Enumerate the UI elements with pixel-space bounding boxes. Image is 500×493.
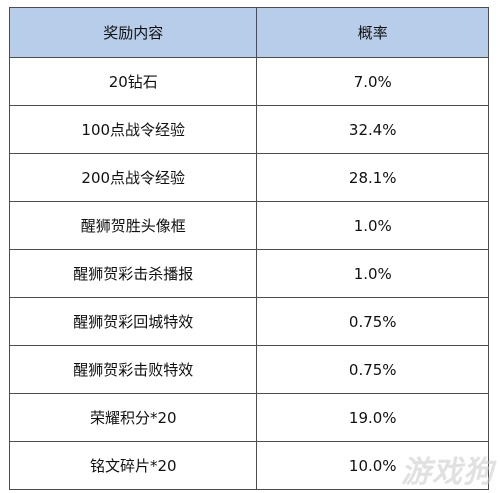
probability-cell: 32.4% [257, 106, 489, 154]
reward-cell: 醒狮贺彩回城特效 [10, 298, 258, 346]
probability-cell: 28.1% [257, 154, 489, 202]
table-row: 荣耀积分*20 19.0% [10, 394, 489, 442]
probability-cell: 19.0% [257, 394, 489, 442]
reward-probability-table: 奖励内容 概率 20钻石 7.0% 100点战令经验 32.4% 200点战令经… [9, 7, 489, 490]
reward-cell: 醒狮贺胜头像框 [10, 202, 258, 250]
probability-cell: 0.75% [257, 298, 489, 346]
reward-cell: 荣耀积分*20 [10, 394, 258, 442]
probability-cell: 1.0% [257, 250, 489, 298]
table-row: 200点战令经验 28.1% [10, 154, 489, 202]
table-row: 醒狮贺彩击败特效 0.75% [10, 346, 489, 394]
table-row: 醒狮贺彩回城特效 0.75% [10, 298, 489, 346]
table-row: 20钻石 7.0% [10, 58, 489, 106]
reward-cell: 醒狮贺彩击败特效 [10, 346, 258, 394]
header-reward-content: 奖励内容 [10, 8, 258, 58]
probability-cell: 0.75% [257, 346, 489, 394]
probability-cell: 1.0% [257, 202, 489, 250]
header-probability: 概率 [257, 8, 489, 58]
table-row: 100点战令经验 32.4% [10, 106, 489, 154]
reward-cell: 20钻石 [10, 58, 258, 106]
table-row: 铭文碎片*20 10.0% [10, 442, 489, 490]
reward-cell: 100点战令经验 [10, 106, 258, 154]
reward-cell: 铭文碎片*20 [10, 442, 258, 490]
reward-cell: 200点战令经验 [10, 154, 258, 202]
table-row: 醒狮贺胜头像框 1.0% [10, 202, 489, 250]
probability-cell: 10.0% [257, 442, 489, 490]
table-header-row: 奖励内容 概率 [10, 8, 489, 58]
probability-cell: 7.0% [257, 58, 489, 106]
table-row: 醒狮贺彩击杀播报 1.0% [10, 250, 489, 298]
reward-cell: 醒狮贺彩击杀播报 [10, 250, 258, 298]
